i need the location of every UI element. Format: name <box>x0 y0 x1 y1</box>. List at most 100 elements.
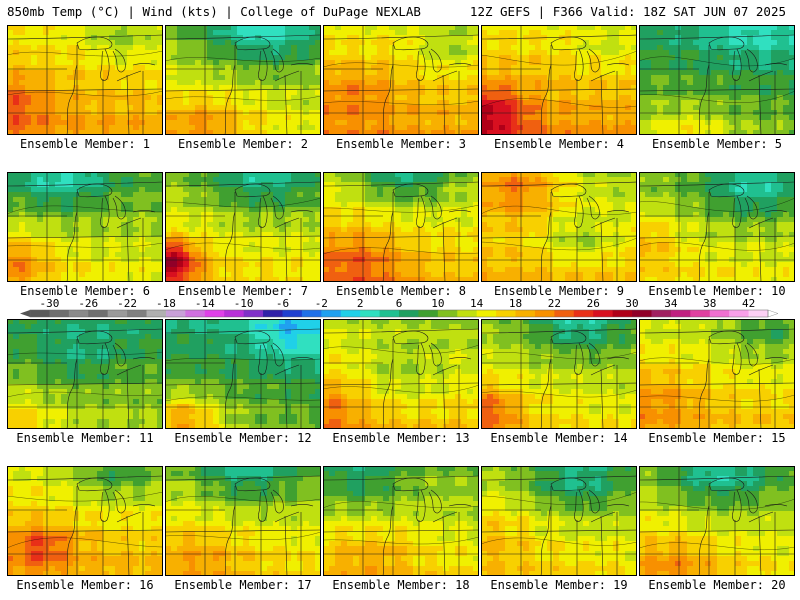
ensemble-panel-14: Ensemble Member: 14 <box>481 319 637 451</box>
temperature-map-icon <box>165 25 321 135</box>
ensemble-member-label: Ensemble Member: 16 <box>16 578 154 592</box>
temperature-map-icon <box>165 466 321 576</box>
ensemble-panel-18: Ensemble Member: 18 <box>323 466 479 598</box>
ensemble-panel-13: Ensemble Member: 13 <box>323 319 479 451</box>
colorbar-tick-label: 14 <box>470 297 484 310</box>
temperature-map-icon <box>323 319 479 429</box>
colorbar-segment <box>593 310 614 317</box>
colorbar-segment <box>146 310 167 317</box>
colorbar-tick-label: 18 <box>509 297 522 310</box>
temperature-map-icon <box>481 172 637 282</box>
ensemble-member-label: Ensemble Member: 11 <box>16 431 154 445</box>
ensemble-panel-10: Ensemble Member: 10 <box>639 172 795 304</box>
temperature-map-icon <box>165 319 321 429</box>
colorbar-segment <box>554 310 575 317</box>
colorbar-tick-label: -22 <box>117 297 137 310</box>
ensemble-member-label: Ensemble Member: 1 <box>19 137 151 151</box>
ensemble-member-label: Ensemble Member: 5 <box>651 137 783 151</box>
ensemble-panel-1: Ensemble Member: 1 <box>7 25 163 157</box>
colorbar-tick-label: -10 <box>234 297 254 310</box>
ensemble-panel-8: Ensemble Member: 8 <box>323 172 479 304</box>
colorbar-segment <box>340 310 361 317</box>
ensemble-member-label: Ensemble Member: 19 <box>490 578 628 592</box>
colorbar-segment <box>670 310 691 317</box>
ensemble-panel-17: Ensemble Member: 17 <box>165 466 321 598</box>
colorbar-segment <box>185 310 206 317</box>
colorbar-segment <box>418 310 439 317</box>
ensemble-panel-15: Ensemble Member: 15 <box>639 319 795 451</box>
temperature-map-icon <box>639 25 795 135</box>
colorbar-segment <box>476 310 497 317</box>
ensemble-member-label: Ensemble Member: 15 <box>648 431 786 445</box>
ensemble-panel-5: Ensemble Member: 5 <box>639 25 795 157</box>
temperature-colorbar: -30 -26 -22 -18 -14 -10 -6 -2 2 6 10 14 18 22 26 30 34 38… <box>20 297 779 318</box>
ensemble-panel-19: Ensemble Member: 19 <box>481 466 637 598</box>
colorbar-segment <box>690 310 711 317</box>
temperature-map-icon <box>481 466 637 576</box>
colorbar-tick-label: -18 <box>156 297 176 310</box>
temperature-map-icon <box>481 25 637 135</box>
colorbar-tick-label: 26 <box>587 297 600 310</box>
colorbar-tick-label: 34 <box>664 297 678 310</box>
ensemble-panel-6: Ensemble Member: 6 <box>7 172 163 304</box>
colorbar-segment <box>515 310 536 317</box>
colorbar-segment <box>573 310 594 317</box>
colorbar-tick-label: 2 <box>357 297 364 310</box>
colorbar-segment <box>49 310 70 317</box>
temperature-map-icon <box>323 25 479 135</box>
colorbar-segment <box>165 310 186 317</box>
colorbar-tick-label: 10 <box>431 297 444 310</box>
temperature-map-icon <box>7 172 163 282</box>
colorbar-segment <box>748 310 769 317</box>
temperature-map-icon <box>323 466 479 576</box>
colorbar-segment <box>612 310 633 317</box>
temperature-map-icon <box>7 466 163 576</box>
colorbar-segment <box>379 310 400 317</box>
temperature-map-icon <box>639 172 795 282</box>
colorbar-tick-label: -6 <box>276 297 289 310</box>
ensemble-panel-2: Ensemble Member: 2 <box>165 25 321 157</box>
temperature-map-icon <box>7 25 163 135</box>
ensemble-member-label: Ensemble Member: 4 <box>493 137 625 151</box>
ensemble-panel-9: Ensemble Member: 9 <box>481 172 637 304</box>
colorbar-segment <box>127 310 147 317</box>
temperature-map-icon <box>639 466 795 576</box>
ensemble-member-label: Ensemble Member: 12 <box>174 431 312 445</box>
colorbar-tick-label: -14 <box>195 297 215 310</box>
colorbar-segment <box>399 310 419 317</box>
ensemble-member-label: Ensemble Member: 14 <box>490 431 628 445</box>
colorbar-segment <box>204 310 225 317</box>
header-title: 850mb Temp (°C) | Wind (kts) | College o… <box>7 4 421 19</box>
temperature-map-icon <box>7 319 163 429</box>
colorbar-segment <box>68 310 89 317</box>
colorbar-segment <box>282 310 303 317</box>
colorbar-segment <box>632 310 652 317</box>
ensemble-member-label: Ensemble Member: 8 <box>335 284 467 298</box>
temperature-map-icon <box>639 319 795 429</box>
colorbar-segment <box>301 310 322 317</box>
colorbar-segment <box>224 310 245 317</box>
colorbar-segment <box>88 310 109 317</box>
ensemble-member-label: Ensemble Member: 18 <box>332 578 470 592</box>
ensemble-panel-7: Ensemble Member: 7 <box>165 172 321 304</box>
colorbar-tick-label: -2 <box>315 297 328 310</box>
colorbar-tick-label: -30 <box>39 297 59 310</box>
colorbar-segment <box>437 310 458 317</box>
colorbar-tick-label: 30 <box>625 297 638 310</box>
ensemble-panel-20: Ensemble Member: 20 <box>639 466 795 598</box>
colorbar-segment <box>534 310 555 317</box>
ensemble-member-label: Ensemble Member: 7 <box>177 284 309 298</box>
colorbar-segment <box>243 310 264 317</box>
ensemble-member-label: Ensemble Member: 20 <box>648 578 786 592</box>
ensemble-member-label: Ensemble Member: 10 <box>648 284 786 298</box>
colorbar-segment <box>321 310 342 317</box>
colorbar-segment <box>457 310 478 317</box>
ensemble-member-label: Ensemble Member: 13 <box>332 431 470 445</box>
ensemble-member-label: Ensemble Member: 2 <box>177 137 309 151</box>
temperature-map-icon <box>323 172 479 282</box>
ensemble-member-label: Ensemble Member: 9 <box>493 284 625 298</box>
temperature-map-icon <box>165 172 321 282</box>
colorbar-segment <box>651 310 672 317</box>
colorbar-segment <box>107 310 128 317</box>
ensemble-panel-4: Ensemble Member: 4 <box>481 25 637 157</box>
